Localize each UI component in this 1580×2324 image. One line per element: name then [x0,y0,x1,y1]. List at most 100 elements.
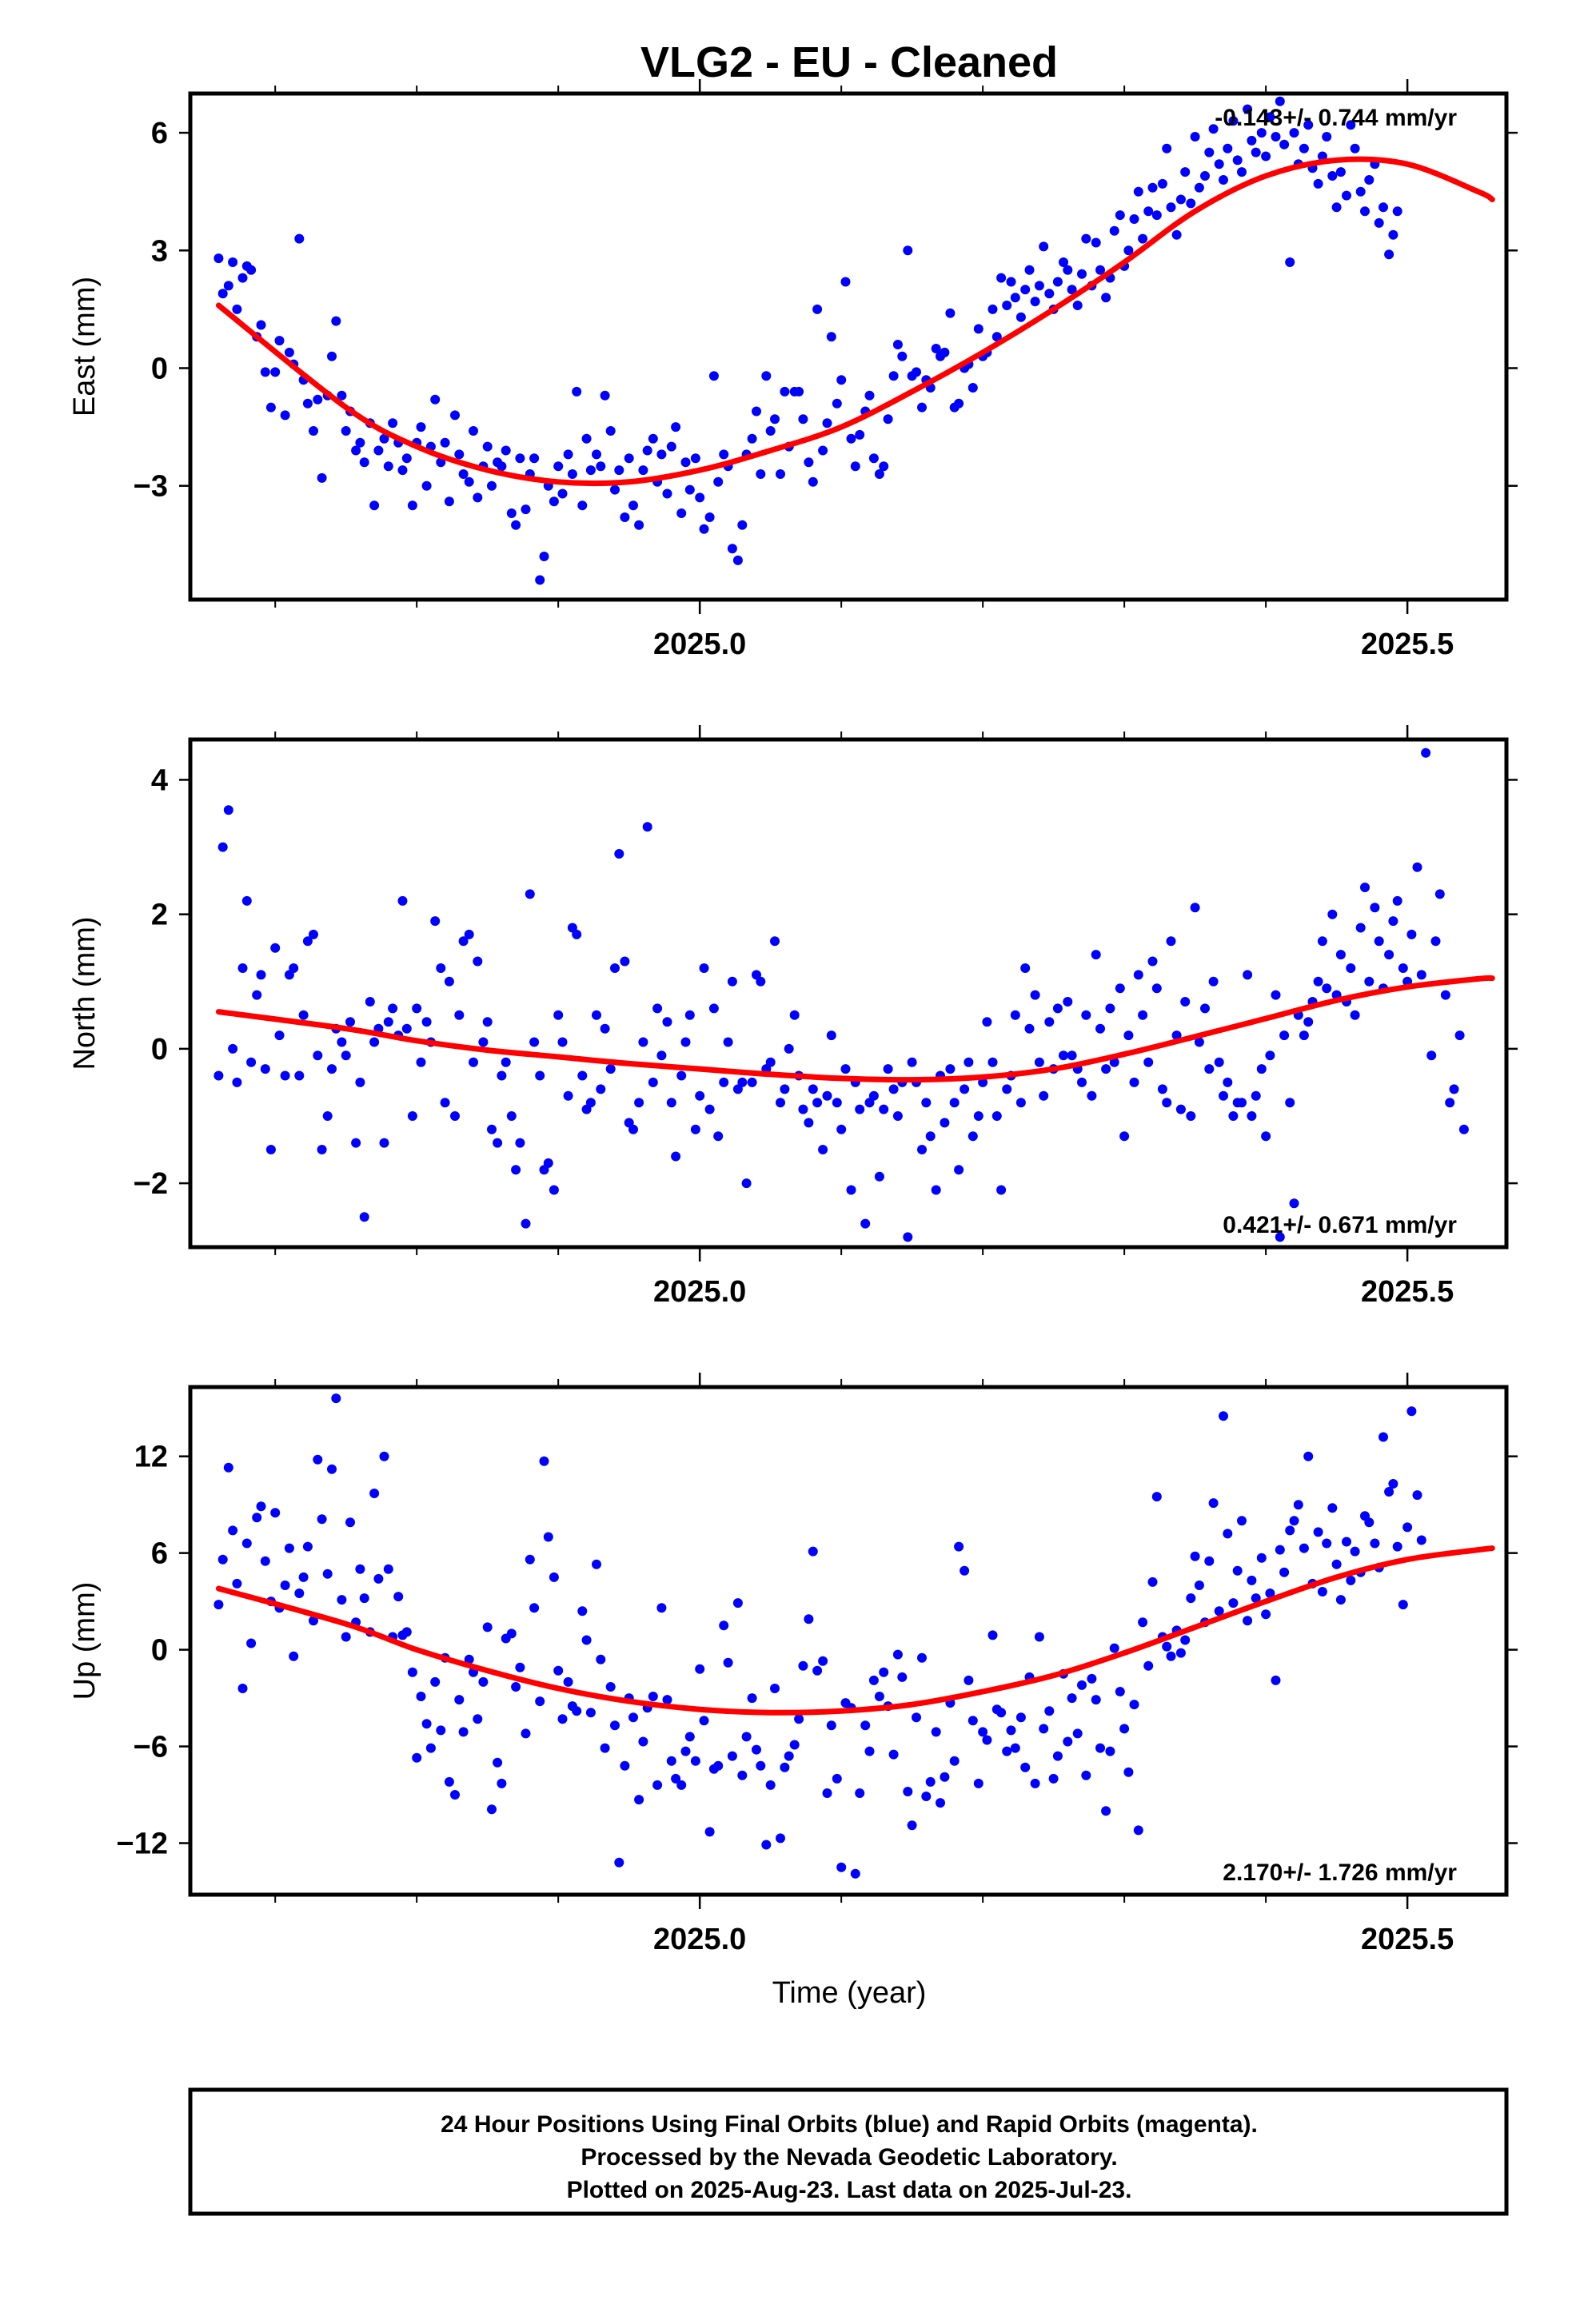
data-point [1052,1003,1063,1014]
data-point [1067,1050,1077,1061]
data-point [1247,1111,1257,1121]
data-point [723,1657,733,1668]
data-point [1364,976,1375,987]
data-point [313,394,323,405]
plot-area [213,0,1495,1879]
data-point [1228,1111,1239,1121]
y-tick-label: 4 [151,763,168,797]
data-point [1087,1090,1097,1101]
data-point [1180,1635,1191,1645]
data-point [776,1833,785,1844]
data-point [784,1043,794,1054]
data-point [1289,128,1299,138]
data-point [727,1751,737,1761]
data-point [860,1720,871,1731]
data-point [331,1393,341,1404]
data-point [1431,0,1441,5]
data-point [812,1665,823,1676]
data-point [369,1489,380,1498]
data-point [549,1185,559,1195]
data-point [1166,202,1176,213]
data-point [1384,1487,1394,1497]
data-point [1101,1064,1111,1074]
data-point [493,1138,503,1148]
data-point [1402,0,1412,5]
y-tick-label: 0 [151,1634,168,1668]
data-point [557,1037,568,1047]
data-point [592,1010,601,1020]
data-point [1101,1806,1111,1816]
data-point [1483,0,1493,5]
footer-line-3: Plotted on 2025-Aug-23. Last data on 202… [567,2177,1132,2203]
data-point [860,1218,871,1229]
data-point [1261,151,1271,161]
y-axis-label: North (mm) [68,916,102,1070]
data-point [412,1003,422,1014]
data-point [379,1138,389,1148]
data-point [1180,167,1191,177]
fit-curve [215,156,1495,487]
data-point [1416,970,1426,980]
data-point [727,544,737,554]
data-point [337,1037,347,1047]
data-point [1243,970,1253,980]
data-point [822,1788,832,1798]
data-point [1426,0,1436,5]
data-point [883,414,893,425]
data-point [309,1616,318,1626]
data-point [1214,1606,1224,1616]
data-point [770,936,780,947]
data-point [284,1543,294,1553]
data-point [1175,194,1186,205]
data-point [511,520,521,530]
data-point [996,1708,1007,1718]
data-point [855,1104,865,1114]
data-point [1483,0,1493,5]
data-point [991,332,1002,342]
data-point [1406,0,1416,5]
data-point [298,1572,309,1582]
data-point [1081,233,1091,244]
data-point [1313,976,1323,987]
data-point [337,1595,347,1605]
data-point [228,1043,238,1054]
data-point [1015,1712,1026,1723]
data-point [1204,1064,1215,1074]
data-point [1426,0,1436,5]
data-point [1186,1111,1196,1121]
data-point [487,1804,497,1815]
data-point [940,1118,950,1128]
data-point [572,1706,582,1716]
data-point [1208,976,1219,987]
data-point [1431,0,1441,5]
data-point [246,1057,257,1067]
data-point [600,1023,610,1034]
data-point [1335,1595,1346,1605]
data-point [1478,0,1487,5]
data-point [1237,1098,1247,1108]
data-point [832,1098,842,1108]
data-point [317,472,327,483]
data-point [1105,1746,1115,1756]
data-point [892,1649,903,1660]
data-point [359,457,369,468]
data-point [1299,1030,1309,1041]
data-point [1388,1479,1398,1489]
data-point [383,1564,393,1574]
data-point [741,1732,752,1742]
data-point [270,943,281,953]
data-point [511,1165,521,1175]
data-point [1095,265,1105,275]
data-point [298,1010,309,1020]
data-point [925,1776,936,1787]
data-point [581,433,592,444]
data-point [1416,1535,1426,1545]
data-point [1162,1098,1172,1108]
data-point [1123,245,1134,256]
data-point [931,1727,941,1737]
data-point [888,1749,899,1760]
data-point [1223,1529,1233,1539]
data-point [1474,0,1483,5]
data-point [1459,0,1469,5]
data-point [1322,983,1332,994]
